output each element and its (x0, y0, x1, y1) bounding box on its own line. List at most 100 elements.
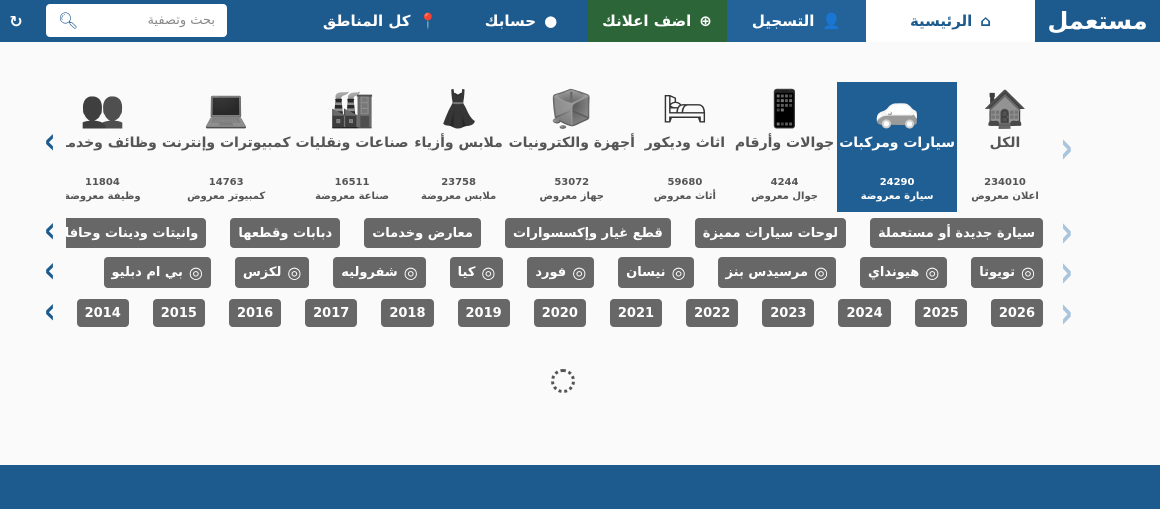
category-name: اثاث وديكور (644, 135, 726, 151)
brand-chip[interactable]: ◎ هيونداي (860, 257, 948, 288)
subcategory-chip[interactable]: سيارة جديدة أو مستعملة (869, 218, 1043, 248)
nav-register[interactable]: 👤 التسجيل (727, 0, 866, 42)
category-name: ملابس وأزياء (414, 135, 503, 151)
lexus-logo-icon: ◎ (287, 263, 302, 282)
nav-home[interactable]: ⌂ الرئيسية (866, 0, 1035, 42)
category-icon: 🏠 (982, 89, 1028, 130)
category-count-label: اعلان معروض (971, 191, 1039, 202)
category-count-label: وظيفة معروضة (66, 191, 141, 202)
subcategory-row: سيارة جديدة أو مستعملة لوحات سيارات مميزة… (66, 218, 1045, 248)
add-ad-label: اضف اعلانك (602, 12, 692, 30)
chevron-left-icon[interactable]: ‹ (44, 289, 56, 332)
year-chip[interactable]: 2015 (152, 299, 205, 327)
category-count-label: جوال معروض (751, 191, 818, 202)
brand-chip[interactable]: ◎ مرسيدس بنز (717, 257, 836, 288)
year-chip[interactable]: 2019 (457, 299, 510, 327)
brand-chip[interactable]: ◎ لكزس (234, 257, 310, 288)
category-tile[interactable]: 💻 كمبيوترات وإنترنت 14763 كمبيوتر معروض (160, 82, 293, 212)
brand-row: ◎ تويوتا ◎ هيونداي ◎ مرسيدس بنز ◎ نيسان ◎ فورد ◎ كي… (66, 257, 1045, 288)
category-icon: 💻 (203, 89, 249, 130)
category-name: الكل (989, 135, 1021, 151)
loading-spinner-icon (551, 369, 575, 393)
add-ad-button[interactable]: ⊕ اضف اعلانك (587, 0, 727, 42)
subcategory-chip[interactable]: دبابات وقطعها (230, 218, 341, 248)
subcategory-chip[interactable]: معارض وخدمات (364, 218, 481, 248)
year-chip[interactable]: 2025 (914, 299, 967, 327)
category-count: 11804 (85, 177, 120, 188)
year-chip[interactable]: 2016 (228, 299, 282, 327)
category-icon: 🚗 (874, 89, 920, 130)
year-chip[interactable]: 2018 (381, 299, 434, 327)
category-tile[interactable]: 🏠 الكل 234010 اعلان معروض (958, 82, 1052, 212)
chevron-right-icon[interactable]: › (1060, 244, 1074, 298)
brand-chip[interactable]: ◎ شفروليه (333, 257, 426, 288)
chevron-right-icon[interactable]: › (1060, 285, 1074, 339)
category-count-label: كمبيوتر معروض (187, 191, 266, 202)
mercedes-logo-icon: ◎ (814, 263, 828, 282)
category-tile[interactable]: 👥 وظائف وخدمات 11804 وظيفة معروضة (66, 82, 159, 212)
subcategory-chip[interactable]: وانيتات ودينات وحافلات (66, 218, 207, 248)
category-name: كمبيوترات وإنترنت (161, 135, 291, 151)
search-icon[interactable]: 🔍︎ (58, 11, 79, 30)
category-count-label: سيارة معروضة (860, 191, 934, 202)
refresh-icon[interactable]: ↻ (9, 11, 23, 31)
year-chip[interactable]: 2023 (762, 299, 815, 327)
category-icon: 📱 (762, 89, 807, 130)
year-chip[interactable]: 2026 (990, 299, 1043, 327)
chevron-left-icon[interactable]: ‹ (44, 208, 56, 251)
year-chip[interactable]: 2020 (533, 299, 586, 327)
chevron-left-icon[interactable]: ‹ (44, 119, 56, 162)
brand-name: شفروليه (341, 265, 398, 280)
search-input[interactable]: بحث وتصفية 🔍︎ (46, 4, 227, 37)
category-count-label: صناعة معروضة (315, 191, 389, 202)
region-selector[interactable]: 📍 كل المناطق (305, 0, 455, 42)
category-count: 23758 (441, 177, 476, 188)
nav-home-label: الرئيسية (909, 12, 973, 30)
category-count: 14763 (208, 177, 244, 188)
category-tile[interactable]: 🏭 صناعات ونقليات 16511 صناعة معروضة (294, 82, 411, 212)
category-tile[interactable]: 📱 جوالات وأرقام 4244 جوال معروض (733, 82, 836, 212)
chevron-right-icon[interactable]: › (1060, 120, 1074, 174)
category-tile[interactable]: 🚗 سيارات ومركبات 24290 سيارة معروضة (837, 82, 957, 212)
brand-chip[interactable]: ◎ كيا (449, 257, 504, 288)
brand-chip[interactable]: ◎ فورد (527, 257, 595, 288)
brand-name: كيا (457, 265, 476, 280)
year-chip[interactable]: 2014 (76, 299, 129, 327)
brand-chip[interactable]: ◎ بي ام دبليو (103, 257, 211, 288)
chevron-left-icon[interactable]: ‹ (44, 248, 56, 291)
category-icon: 🛏 (662, 89, 708, 130)
category-tile[interactable]: 👗 ملابس وأزياء 23758 ملابس معروضة (412, 82, 506, 212)
category-carousel: 🏠 الكل 234010 اعلان معروض 🚗 سيارات ومركبات 242… (66, 82, 1058, 212)
brand-name: بي ام دبليو (111, 265, 183, 280)
nissan-logo-icon: ◎ (671, 263, 686, 282)
category-icon: 🧊 (549, 89, 595, 130)
brand-name: لكزس (242, 265, 282, 280)
chevrolet-logo-icon: ◎ (403, 263, 418, 282)
ford-logo-icon: ◎ (572, 263, 587, 282)
year-chip[interactable]: 2024 (838, 299, 891, 327)
category-count-label: ملابس معروضة (421, 191, 497, 202)
category-count-label: جهاز معروض (539, 191, 605, 202)
category-name: جوالات وأرقام (734, 135, 835, 151)
subcategory-chip[interactable]: لوحات سيارات مميزة (694, 218, 846, 248)
brand-chip[interactable]: ◎ نيسان (618, 257, 694, 288)
chevron-right-icon[interactable]: › (1060, 204, 1074, 258)
year-chip[interactable]: 2021 (609, 299, 663, 327)
subcategory-chip[interactable]: قطع غيار وإكسسوارات (504, 218, 671, 248)
category-tile[interactable]: 🛏 اثاث وديكور 59680 أثاث معروض (638, 82, 732, 212)
hyundai-logo-icon: ◎ (925, 263, 940, 282)
category-count: 53072 (554, 177, 590, 188)
logo[interactable]: مستعمل (1047, 7, 1148, 35)
nav-register-label: التسجيل (751, 12, 815, 30)
category-name: أجهزة والكترونيات (508, 135, 635, 151)
year-chip[interactable]: 2022 (686, 299, 739, 327)
category-name: صناعات ونقليات (295, 135, 409, 151)
category-count: 16511 (334, 177, 370, 188)
category-icon: 👥 (80, 89, 125, 130)
brand-chip[interactable]: ◎ تويوتا (971, 257, 1043, 288)
year-chip[interactable]: 2017 (305, 299, 358, 327)
category-count: 24290 (879, 177, 915, 188)
category-tile[interactable]: 🧊 أجهزة والكترونيات 53072 جهاز معروض (507, 82, 637, 212)
nav-account[interactable]: ● حسابك (455, 0, 587, 42)
kia-logo-icon: ◎ (481, 263, 496, 282)
